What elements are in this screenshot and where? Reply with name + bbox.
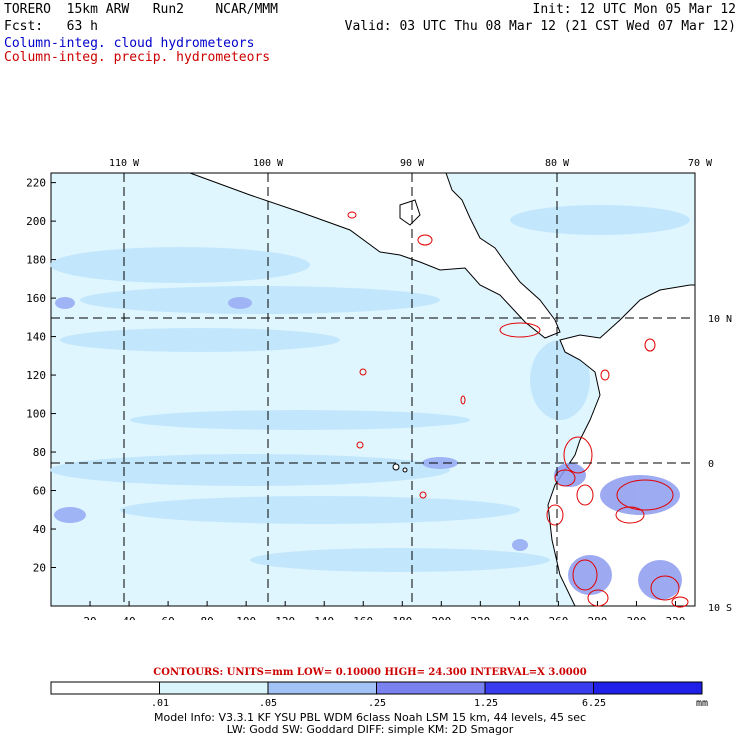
x-grid-label: 320 xyxy=(666,615,686,620)
y-grid-label: 180 xyxy=(26,254,46,267)
colorbar-label-05: .05 xyxy=(259,698,277,708)
y-grid-label: 80 xyxy=(33,446,46,459)
y-grid-label: 20 xyxy=(33,562,46,575)
y-grid-label: 100 xyxy=(26,408,46,421)
lon-label-90w: 90 W xyxy=(400,158,425,169)
colorbar-segment xyxy=(593,681,703,695)
colorbar-segment xyxy=(376,681,486,695)
cloud-field-mid xyxy=(54,297,528,551)
lon-label-80w: 80 W xyxy=(545,158,570,169)
x-grid-label: 280 xyxy=(587,615,607,620)
precip-contours xyxy=(347,211,689,608)
x-grid-label: 20 xyxy=(83,615,96,620)
colorbar-label-01: .01 xyxy=(151,698,169,708)
colorbar-label-25: .25 xyxy=(368,698,386,708)
y-grid-label: 160 xyxy=(26,292,46,305)
x-grid-label: 60 xyxy=(161,615,174,620)
x-grid-label: 260 xyxy=(548,615,568,620)
y-grid-label: 120 xyxy=(26,369,46,382)
x-grid-label: 120 xyxy=(275,615,295,620)
legend-precip: Column-integ. precip. hydrometeors xyxy=(4,50,271,65)
y-grid-label: 200 xyxy=(26,215,46,228)
lat-label-0: 0 xyxy=(708,459,714,470)
colorbar-segment xyxy=(484,681,594,695)
x-grid-label: 180 xyxy=(392,615,412,620)
lon-label-100w: 100 W xyxy=(253,158,284,169)
lat-label-10s: 10 S xyxy=(708,603,732,614)
x-grid-label: 160 xyxy=(353,615,373,620)
x-grid-label: 140 xyxy=(314,615,334,620)
colorbar-segment xyxy=(159,681,269,695)
x-grid-label: 100 xyxy=(236,615,256,620)
x-grid-label: 80 xyxy=(200,615,213,620)
init-time: Init: 12 UTC Mon 05 Mar 12 xyxy=(532,2,737,17)
cloud-field-heavy xyxy=(554,463,682,600)
lon-label-110w: 110 W xyxy=(109,158,140,169)
graticule xyxy=(51,173,695,606)
x-grid-label: 300 xyxy=(627,615,647,620)
lon-label-70w: 70 W xyxy=(688,158,713,169)
y-grid-label: 220 xyxy=(26,177,46,190)
forecast-map: 110 W 100 W 90 W 80 W 70 W 10 N 0 10 S 2… xyxy=(26,158,732,620)
x-grid-label: 40 xyxy=(122,615,135,620)
land xyxy=(189,172,696,607)
x-grid-label: 220 xyxy=(470,615,490,620)
colorbar-label-625: 6.25 xyxy=(582,698,606,708)
lat-label-10n: 10 N xyxy=(708,314,732,325)
title-left-2: Fcst: 63 h xyxy=(4,19,98,34)
x-grid-label: 200 xyxy=(431,615,451,620)
colorbar-segment xyxy=(50,681,160,695)
y-grid-label: 60 xyxy=(33,485,46,498)
colorbar: .01 .05 .25 1.25 6.25 mm xyxy=(50,681,708,708)
x-grid-label: 240 xyxy=(509,615,529,620)
cloud-field-light xyxy=(50,205,690,572)
axis-ticks xyxy=(51,182,676,606)
legend-cloud: Column-integ. cloud hydrometeors xyxy=(4,36,255,51)
y-grid-label: 40 xyxy=(33,523,46,536)
colorbar-unit: mm xyxy=(696,698,708,708)
model-info-line1: Model Info: V3.3.1 KF YSU PBL WDM 6class… xyxy=(153,711,587,724)
y-grid-label: 140 xyxy=(26,331,46,344)
colorbar-label-125: 1.25 xyxy=(474,698,498,708)
valid-time: Valid: 03 UTC Thu 08 Mar 12 (21 CST Wed … xyxy=(344,19,736,34)
model-info-line2: LW: Godd SW: Goddard DIFF: simple KM: 2D… xyxy=(226,723,514,736)
colorbar-segment xyxy=(267,681,377,695)
contour-info: CONTOURS: UNITS=mm LOW= 0.10000 HIGH= 24… xyxy=(153,667,587,678)
title-left-1: TORERO 15km ARW Run2 NCAR/MMM xyxy=(4,2,278,17)
